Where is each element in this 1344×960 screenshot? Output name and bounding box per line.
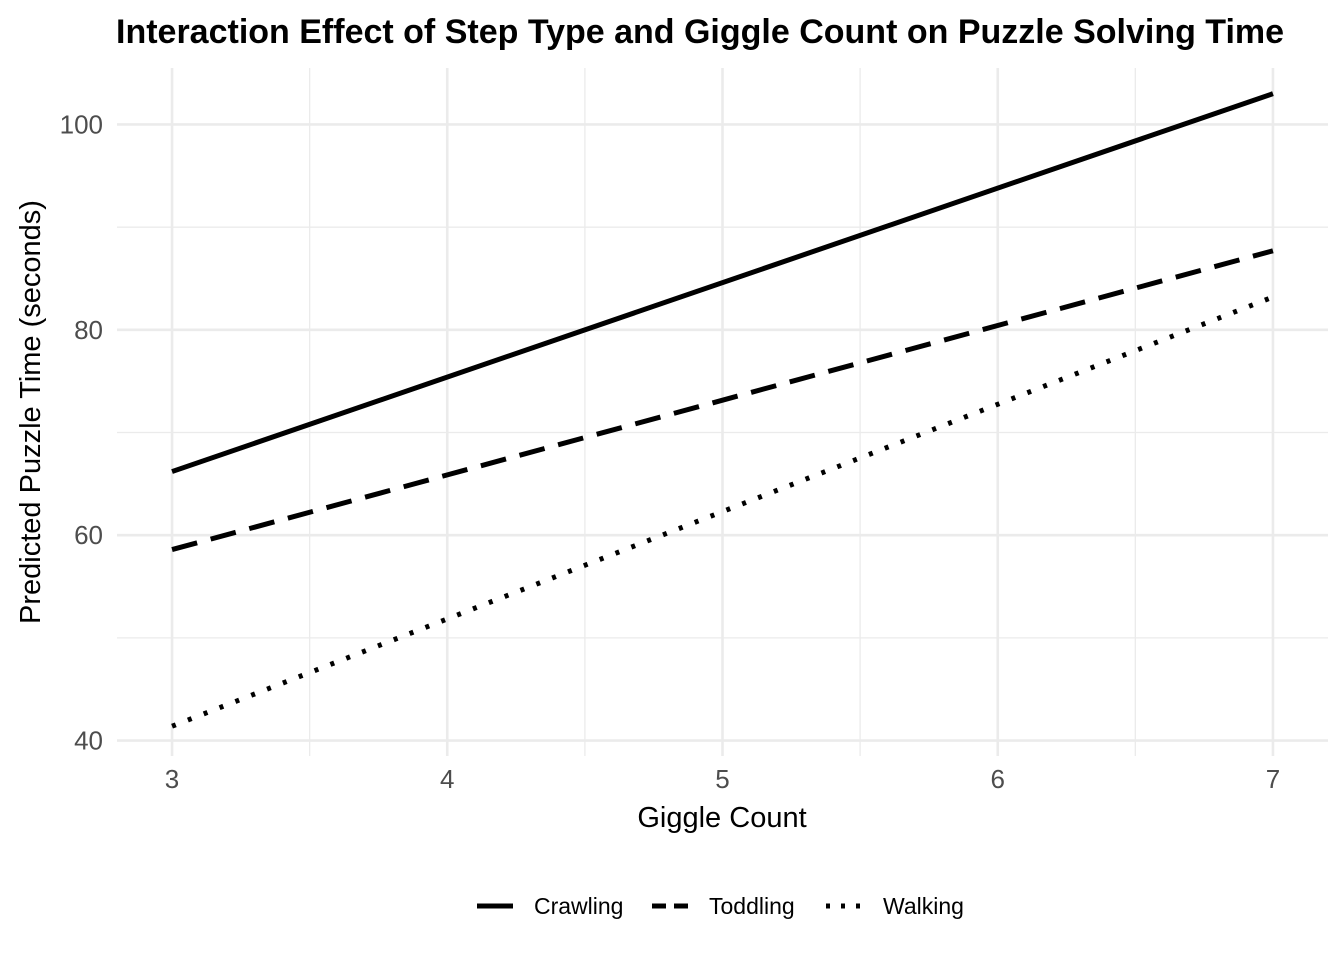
series-line-crawling <box>171 91 1274 474</box>
y-axis-title: Predicted Puzzle Time (seconds) <box>15 200 47 624</box>
x-tick-label-4: 7 <box>1266 764 1280 794</box>
legend: Crawling Toddling Walking <box>477 893 964 919</box>
series-lines <box>171 91 1274 729</box>
y-tick-label-1: 60 <box>74 520 103 550</box>
y-tick-label-2: 80 <box>74 315 103 345</box>
legend-label-crawling: Crawling <box>534 893 623 919</box>
grid <box>117 68 1328 756</box>
legend-label-toddling: Toddling <box>709 893 795 919</box>
x-tick-label-3: 6 <box>990 764 1004 794</box>
x-tick-label-1: 4 <box>440 764 454 794</box>
y-axis-ticks: 40 60 80 100 <box>60 109 103 755</box>
y-tick-label-0: 40 <box>74 726 103 756</box>
series-line-toddling <box>171 248 1274 553</box>
x-axis-title: Giggle Count <box>637 802 806 834</box>
y-tick-label-3: 100 <box>60 109 103 139</box>
chart-title: Interaction Effect of Step Type and Gigg… <box>116 13 1284 51</box>
x-axis-ticks: 3 4 5 6 7 <box>165 764 1280 794</box>
legend-label-walking: Walking <box>883 893 964 919</box>
x-tick-label-0: 3 <box>165 764 179 794</box>
x-tick-label-2: 5 <box>715 764 729 794</box>
